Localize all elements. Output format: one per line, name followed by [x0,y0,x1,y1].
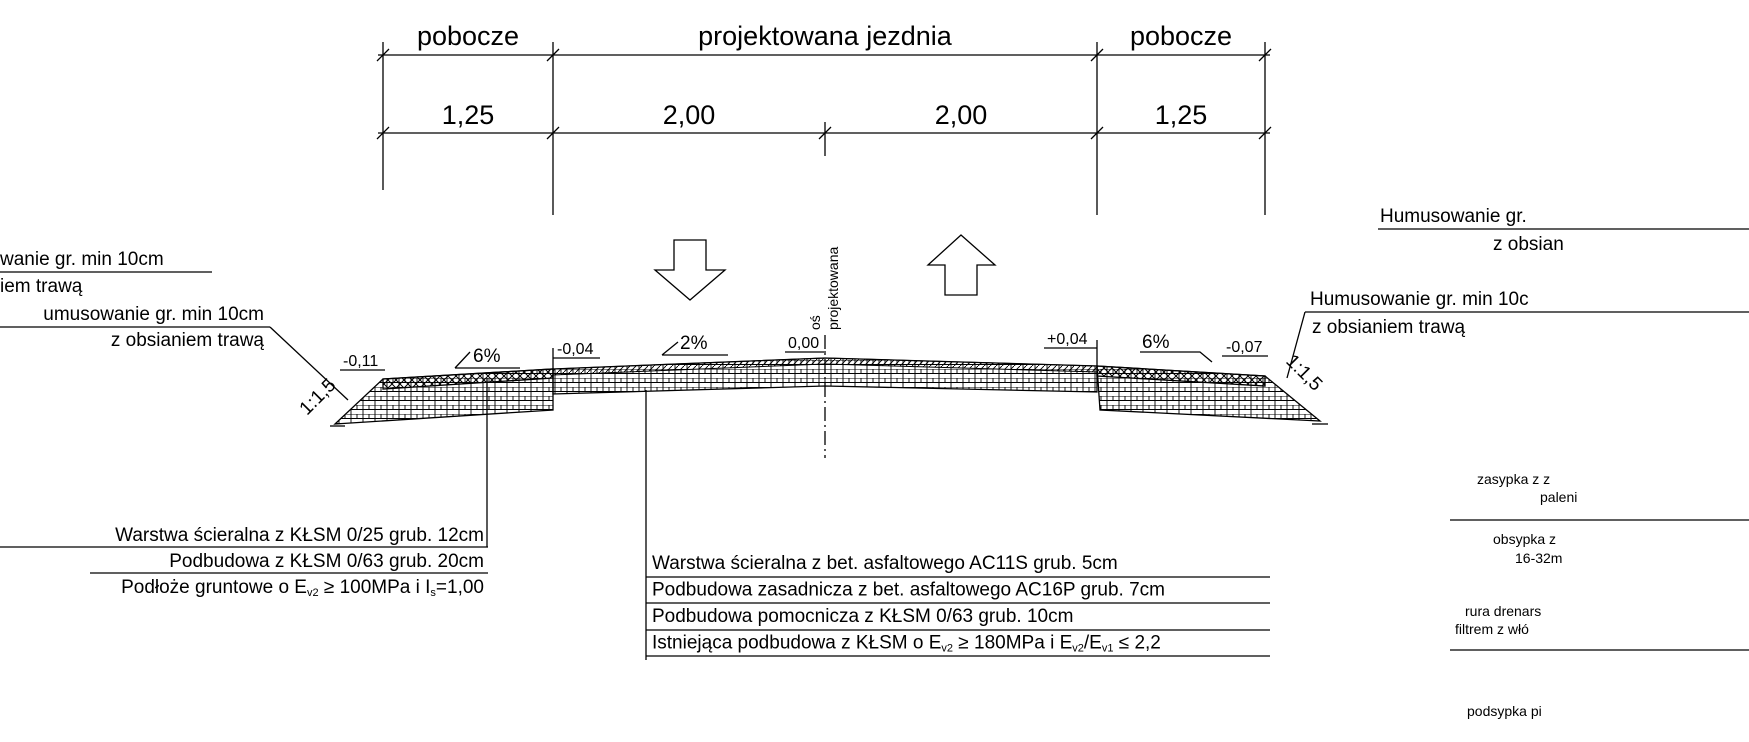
header: pobocze [417,21,519,51]
arrow-down [653,239,727,301]
level: -0,11 [343,353,378,370]
drain-note: obsypka z [1493,531,1556,547]
text-part: ≤ 2,2 [1113,633,1160,654]
layer-label: Podłoże gruntowe o Ev2 ≥ 100MPa i Is=1,0… [121,577,484,599]
level: -0,04 [557,341,594,358]
subscript: s [430,587,436,599]
text-part: Podbudowa zasadnicza z bet. asfaltowego … [652,580,1165,601]
text-part: Podłoże gruntowe o E [121,577,307,598]
layer-label: Podbudowa zasadnicza z bet. asfaltowego … [652,580,1165,601]
drain-note: filtrem z włó [1455,621,1529,637]
header: pobocze [1130,21,1232,51]
slope-lines [454,341,1213,369]
note: iem trawą [0,276,83,297]
text-part: Warstwa ścieralna z KŁSM 0/25 grub. 12cm [115,525,484,546]
arrow-up [926,234,997,296]
subscript: v2 [1072,643,1084,655]
level: +0,04 [1047,331,1088,348]
subscript: v2 [307,587,319,599]
width: 1,25 [442,100,495,130]
layer-label: Podbudowa z KŁSM 0/63 grub. 20cm [169,551,484,572]
width: 1,25 [1155,100,1208,130]
axis-label: projektowana [825,247,841,330]
note: umusowanie gr. min 10cm [43,304,264,325]
text-part: =1,00 [436,577,484,598]
header: projektowana jezdnia [698,21,953,51]
drain-note: podsypka pi [1467,703,1542,719]
level: -0,07 [1226,339,1263,356]
slope: 6% [1142,332,1170,353]
text-part: Podbudowa pomocnicza z KŁSM 0/63 grub. 1… [652,606,1073,627]
note: Humusowanie gr. min 10c [1310,289,1529,310]
level-lines [340,340,1268,371]
note: z obsian [1493,234,1564,255]
text-part: ≥ 100MPa i I [319,577,431,598]
slope: 6% [473,346,501,367]
text-part: Warstwa ścieralna z bet. asfaltowego AC1… [652,553,1118,574]
note: wanie gr. min 10cm [0,249,164,270]
drain-note: rura drenars [1465,603,1541,619]
dimensions [376,42,1272,215]
note: z obsianiem trawą [111,330,265,351]
drain-note: 16-32m [1515,550,1562,566]
note: z obsianiem trawą [1312,317,1466,338]
layer-label: Podbudowa pomocnicza z KŁSM 0/63 grub. 1… [652,606,1073,627]
embankment: 1:1,5 [296,375,341,420]
road-body [330,357,1328,427]
layer-label: Warstwa ścieralna z bet. asfaltowego AC1… [652,553,1118,574]
drain-note: paleni [1540,489,1577,505]
text-part: ≥ 180MPa i E [953,633,1072,654]
text-part: Podbudowa z KŁSM 0/63 grub. 20cm [169,551,484,572]
axis-label: oś [807,315,823,330]
layer-label: Warstwa ścieralna z KŁSM 0/25 grub. 12cm [115,525,484,546]
text-part: Istniejąca podbudowa z KŁSM o E [652,633,941,654]
subscript: v2 [941,643,953,655]
layer-label: Istniejąca podbudowa z KŁSM o Ev2 ≥ 180M… [652,633,1161,655]
width: 2,00 [935,100,988,130]
level: 0,00 [788,335,819,352]
slope: 2% [680,333,708,354]
leaders [0,228,1749,660]
subscript: v1 [1102,643,1114,655]
text-part: /E [1084,633,1102,654]
width: 2,00 [663,100,716,130]
drain-note: zasypka z z [1477,471,1550,487]
note: Humusowanie gr. [1380,206,1527,227]
